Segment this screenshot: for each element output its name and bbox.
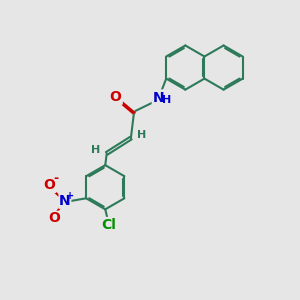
Text: O: O [48, 211, 60, 225]
Text: N: N [153, 91, 165, 105]
Text: +: + [66, 191, 74, 201]
Text: H: H [163, 95, 172, 105]
Text: O: O [44, 178, 56, 192]
Text: O: O [110, 90, 122, 104]
Text: N: N [59, 194, 71, 208]
Text: H: H [137, 130, 147, 140]
Text: Cl: Cl [101, 218, 116, 232]
Text: -: - [53, 172, 59, 185]
Text: H: H [91, 145, 100, 155]
